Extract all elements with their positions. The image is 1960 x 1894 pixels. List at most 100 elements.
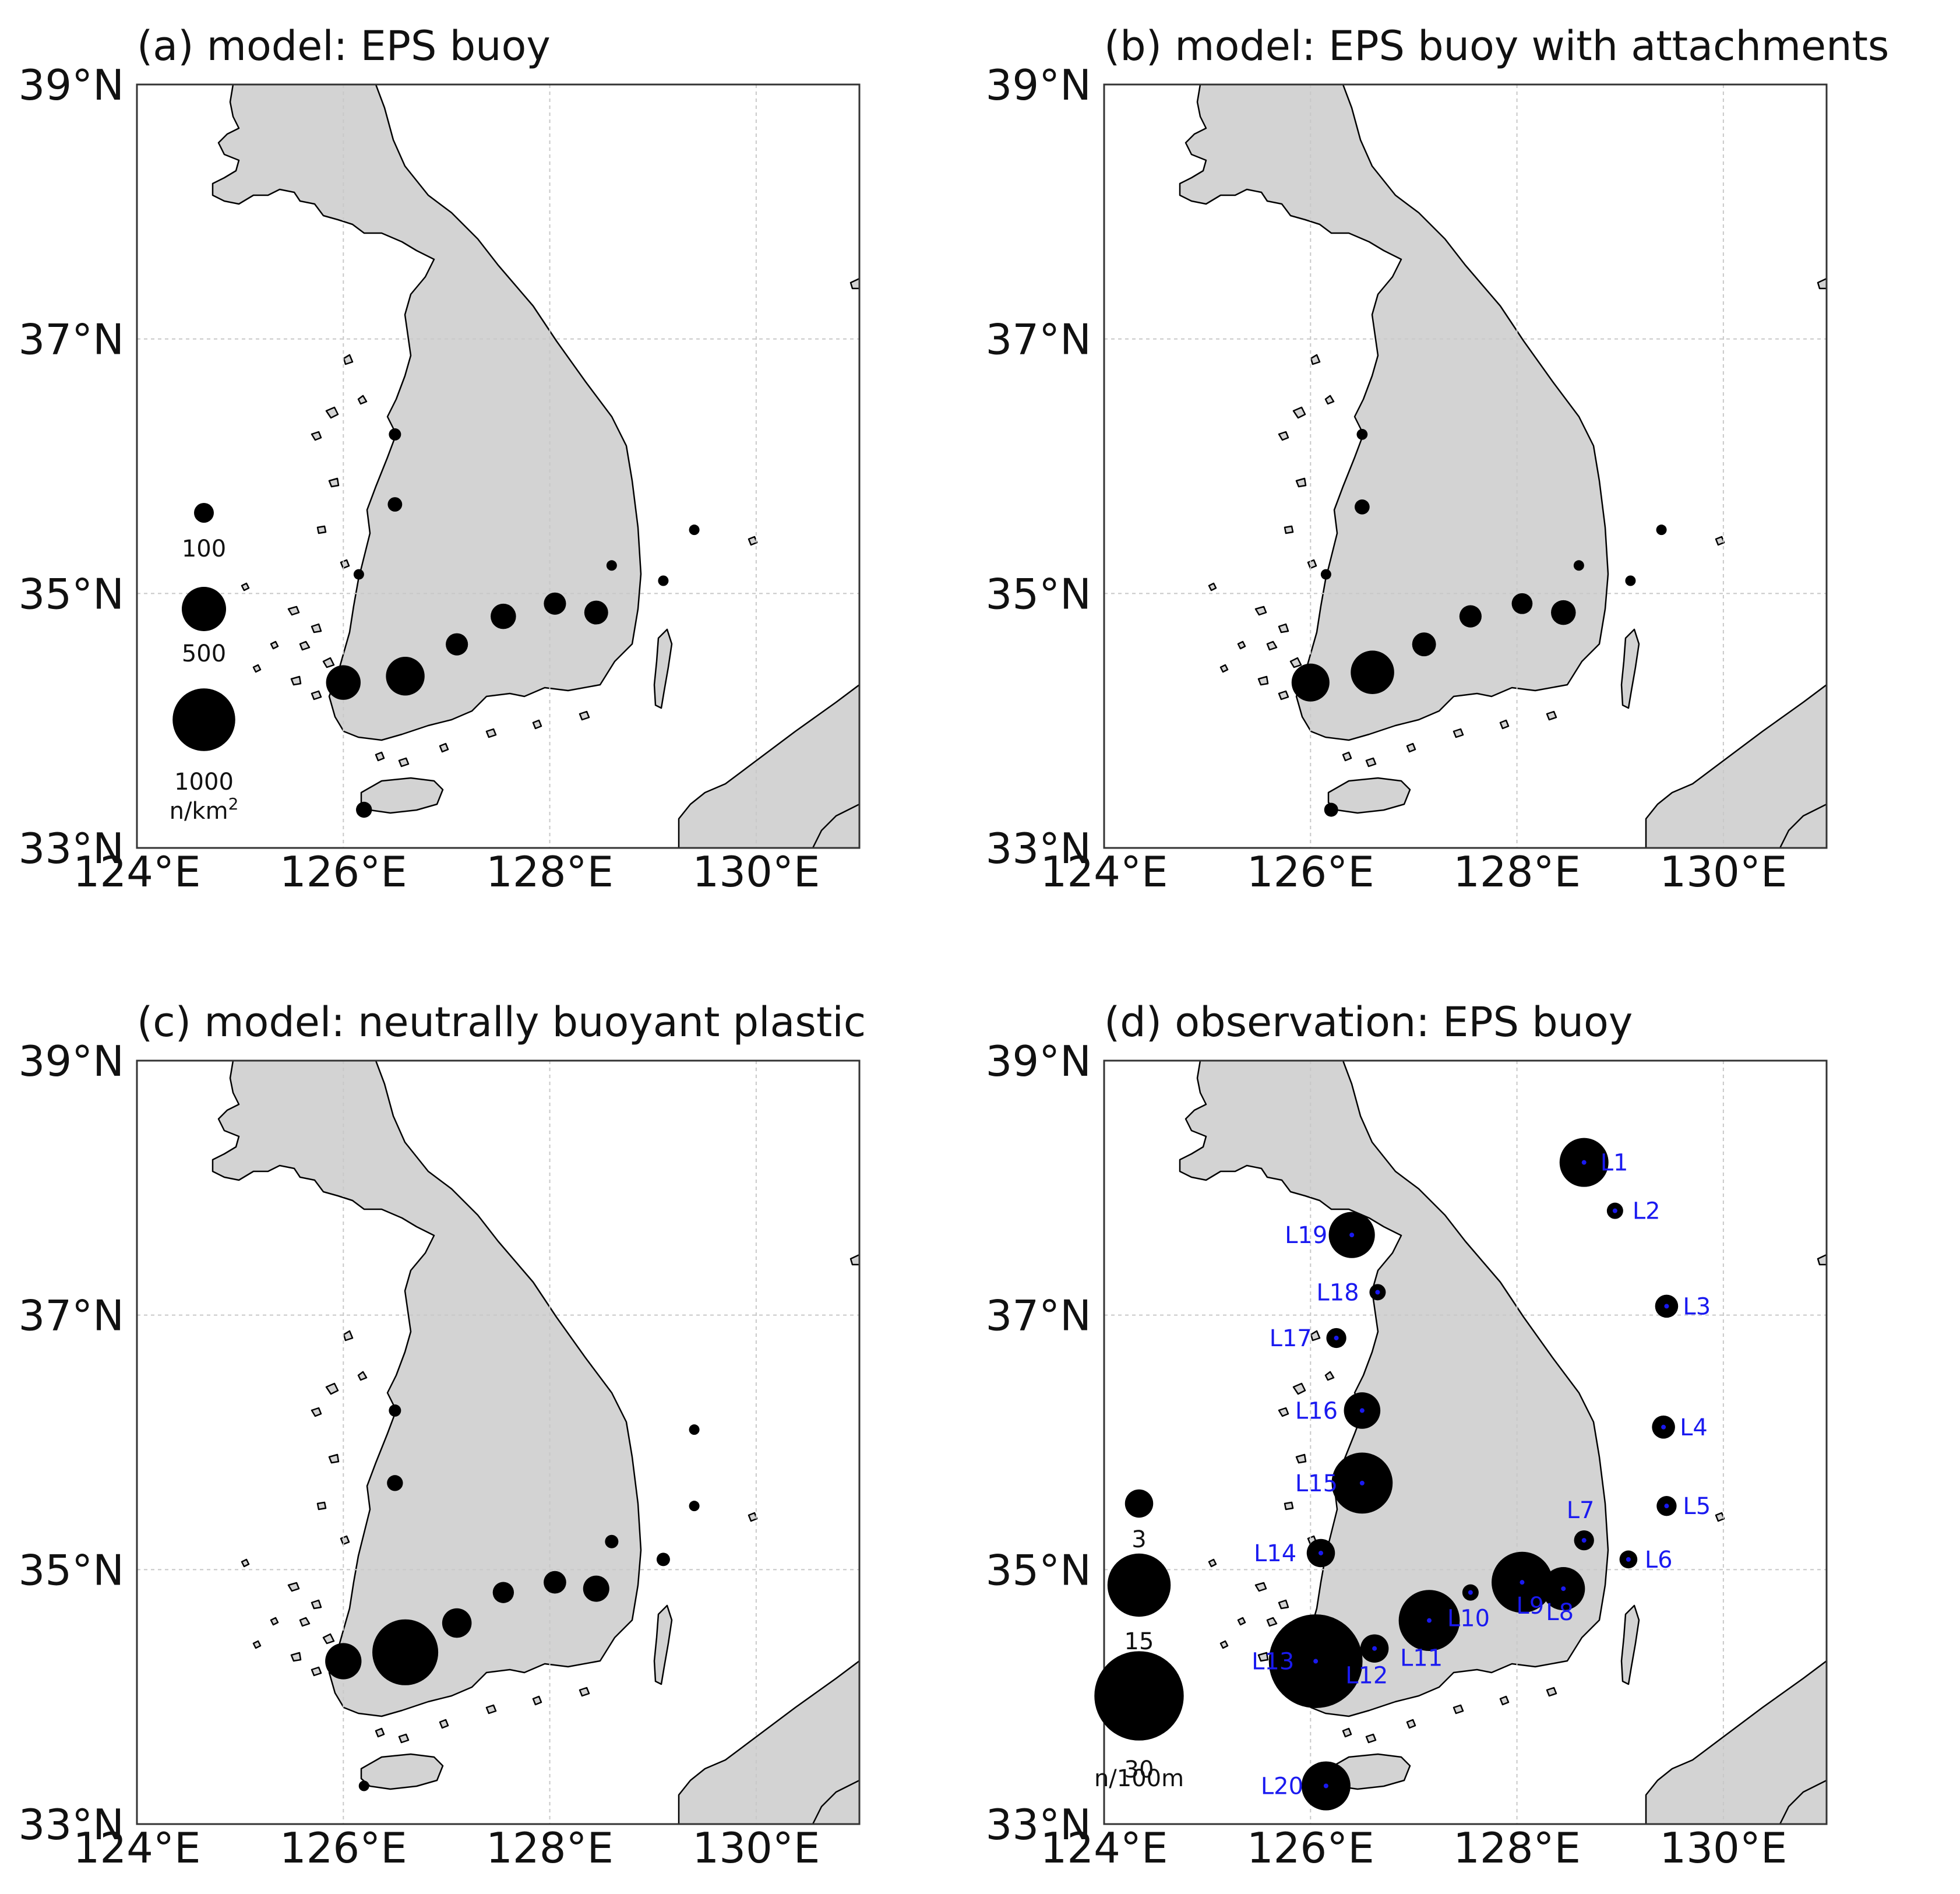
lon-tick-label: 124°E	[73, 1823, 201, 1872]
legend-marker	[172, 688, 235, 751]
data-marker	[605, 1534, 619, 1548]
lon-tick-label: 128°E	[486, 847, 614, 896]
lon-tick-label: 130°E	[1659, 847, 1787, 896]
data-marker	[446, 633, 468, 656]
legend-label: 3	[1131, 1526, 1146, 1553]
data-marker	[326, 665, 361, 700]
legend-label: 30	[1124, 1756, 1154, 1783]
legend-unit: n/100m	[1094, 1765, 1184, 1792]
panel-c-map	[137, 1061, 859, 1824]
panel-a-title: (a) model: EPS buoy	[137, 22, 551, 70]
data-marker	[325, 1643, 362, 1680]
lat-tick-label: 35°N	[986, 1546, 1091, 1594]
lat-tick-label: 39°N	[19, 61, 124, 110]
data-marker	[387, 497, 403, 512]
data-marker	[372, 1619, 439, 1685]
panel-b: (b) model: EPS buoy with attachments 33°N…	[986, 22, 1890, 896]
site-dot	[1612, 1208, 1617, 1213]
data-marker	[606, 560, 617, 571]
site-dot	[1323, 1783, 1328, 1789]
lon-tick-label: 130°E	[692, 847, 820, 896]
lat-tick-label: 37°N	[19, 1291, 124, 1340]
site-dot	[1349, 1233, 1355, 1238]
data-marker	[1573, 560, 1584, 571]
legend-label: 100	[182, 536, 226, 562]
data-marker	[584, 600, 608, 625]
panel-d-legend: 3 15 30n/100m	[1094, 1489, 1184, 1792]
legend-unit-sup: 2	[228, 794, 239, 814]
map-frame	[136, 1059, 861, 1825]
site-dot	[1581, 1160, 1587, 1165]
lat-tick-label: 37°N	[986, 1291, 1091, 1340]
site-dot	[1626, 1557, 1631, 1562]
legend-unit: n/km2	[170, 794, 239, 825]
data-marker	[1320, 569, 1331, 580]
site-dot	[1359, 1480, 1365, 1485]
lon-tick-label: 124°E	[73, 847, 201, 896]
map-frame	[136, 83, 861, 849]
legend-label: 500	[182, 640, 226, 667]
legend-unit-main: n/km	[170, 798, 228, 825]
legend-label: 1000	[174, 769, 234, 795]
data-marker	[1354, 499, 1370, 515]
data-marker	[689, 1501, 700, 1512]
data-marker	[353, 569, 364, 580]
site-dot	[1427, 1618, 1432, 1623]
data-marker	[1412, 632, 1436, 657]
site-label: L3	[1683, 1293, 1711, 1320]
data-marker	[1511, 593, 1533, 614]
data-marker	[386, 657, 425, 696]
site-dot	[1372, 1646, 1377, 1651]
data-marker	[1459, 605, 1482, 628]
data-marker	[1625, 575, 1636, 586]
site-label: L14	[1254, 1540, 1296, 1567]
site-dot	[1468, 1590, 1473, 1595]
site-label: L1	[1601, 1150, 1628, 1177]
legend-marker	[1094, 1651, 1184, 1741]
panel-d-title: (d) observation: EPS buoy	[1104, 998, 1633, 1046]
panel-a-map	[137, 85, 859, 848]
site-dot	[1520, 1580, 1525, 1585]
site-label: L5	[1683, 1493, 1711, 1520]
site-dot	[1561, 1586, 1566, 1592]
data-marker	[689, 524, 700, 536]
lat-tick-label: 33°N	[19, 824, 124, 873]
panel-a: (a) model: EPS buoy 33°N 35°N 37°N 39°N 124°E…	[19, 22, 861, 896]
site-label: L7	[1567, 1497, 1595, 1524]
data-marker	[491, 603, 516, 629]
lon-tick-label: 126°E	[1247, 1823, 1374, 1872]
data-marker	[544, 1571, 566, 1594]
data-marker	[689, 1424, 700, 1435]
data-marker	[1551, 600, 1576, 625]
lat-tick-label: 33°N	[986, 1800, 1091, 1849]
lon-tick-label: 124°E	[1041, 1823, 1168, 1872]
site-label: L10	[1447, 1606, 1490, 1632]
lat-tick-label: 37°N	[986, 315, 1091, 364]
site-dot	[1359, 1408, 1365, 1413]
lat-tick-label: 33°N	[986, 824, 1091, 873]
map-frame	[1103, 83, 1828, 849]
panel-b-map	[1104, 85, 1827, 848]
data-marker	[1291, 663, 1330, 702]
lat-tick-label: 39°N	[986, 1037, 1091, 1086]
panel-d: (d) observation: EPS buoy 33°N 35°N 37°N 39°…	[986, 998, 1828, 1872]
data-marker	[583, 1575, 609, 1602]
legend-label: 15	[1124, 1628, 1154, 1655]
site-label: L6	[1645, 1547, 1673, 1573]
lon-tick-label: 130°E	[692, 1823, 820, 1872]
site-dot	[1664, 1504, 1669, 1509]
data-marker	[358, 1780, 369, 1791]
legend-marker	[1124, 1489, 1154, 1518]
site-dot	[1319, 1550, 1323, 1555]
site-label: L12	[1345, 1663, 1388, 1689]
panel-b-title: (b) model: EPS buoy with attachments	[1104, 22, 1889, 70]
site-label: L15	[1295, 1470, 1338, 1497]
data-marker	[1656, 524, 1667, 536]
lon-tick-label: 130°E	[1659, 1823, 1787, 1872]
data-marker	[492, 1582, 514, 1603]
data-marker	[356, 801, 372, 818]
data-marker	[544, 592, 566, 615]
legend-marker	[194, 503, 214, 523]
